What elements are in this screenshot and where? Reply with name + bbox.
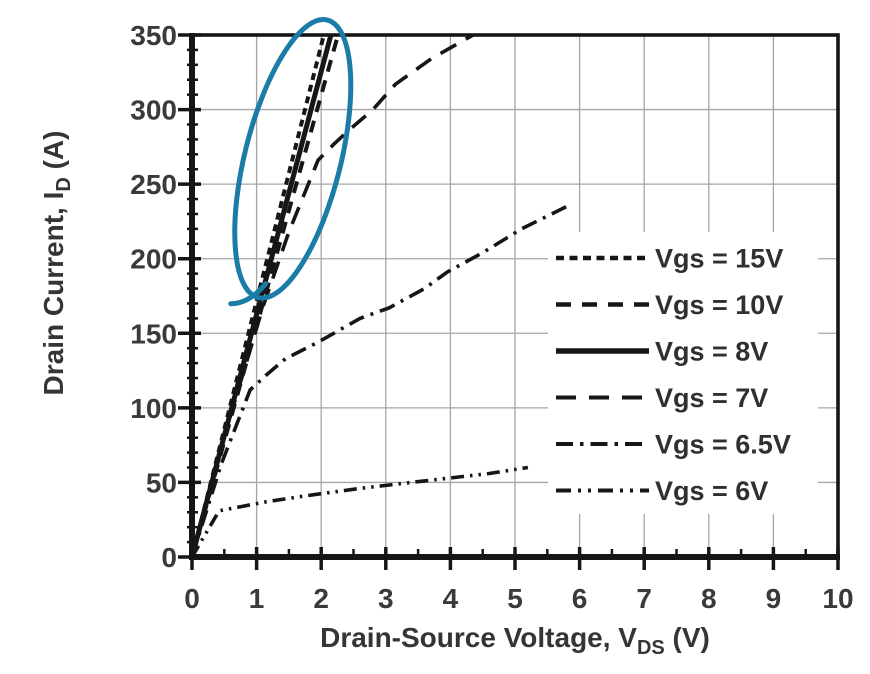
curves bbox=[191, 33, 568, 558]
x-tick-label: 4 bbox=[443, 583, 459, 614]
legend-label-vgs-6v: Vgs = 6V bbox=[655, 476, 768, 506]
x-tick-label: 0 bbox=[184, 583, 200, 614]
y-axis-title-subscript: D bbox=[53, 177, 75, 191]
curve-vgs-6-5v bbox=[191, 204, 568, 558]
x-axis-title-text: Drain-Source Voltage, V bbox=[320, 622, 637, 653]
axis-ticks bbox=[178, 33, 840, 570]
x-tick-label: 6 bbox=[572, 583, 588, 614]
legend: Vgs = 15V Vgs = 10V Vgs = 8V Vgs = 7V Vgs = … bbox=[548, 232, 818, 514]
legend-label-vgs-8v: Vgs = 8V bbox=[655, 337, 768, 367]
legend-label-vgs-6-5v: Vgs = 6.5V bbox=[655, 430, 791, 460]
y-tick-label: 50 bbox=[146, 467, 177, 498]
y-axis-title-text: Drain Current, I bbox=[38, 192, 69, 396]
y-tick-label: 350 bbox=[130, 20, 177, 51]
highlight-ellipse-annotation bbox=[228, 17, 354, 307]
legend-label-vgs-7v: Vgs = 7V bbox=[655, 383, 768, 413]
legend-label-vgs-15v: Vgs = 15V bbox=[655, 244, 783, 274]
x-tick-label: 7 bbox=[636, 583, 652, 614]
y-tick-label: 150 bbox=[130, 318, 177, 349]
legend-background bbox=[548, 232, 818, 514]
x-axis-title-unit: (V) bbox=[665, 622, 710, 653]
y-tick-label: 300 bbox=[130, 95, 177, 126]
y-tick-label: 200 bbox=[130, 244, 177, 275]
x-tick-label: 2 bbox=[313, 583, 329, 614]
curve-vgs-6v bbox=[191, 465, 529, 558]
x-tick-label: 5 bbox=[507, 583, 523, 614]
curves-clipped bbox=[191, 33, 568, 558]
highlight-ellipse-tail bbox=[228, 281, 269, 307]
x-tick-label: 10 bbox=[822, 583, 853, 614]
highlight-ellipse bbox=[232, 17, 354, 301]
y-tick-label: 100 bbox=[130, 393, 177, 424]
x-tick-label: 3 bbox=[378, 583, 394, 614]
y-axis-title-unit: (A) bbox=[38, 131, 69, 178]
y-axis-title: Drain Current, ID (A) bbox=[38, 131, 75, 396]
legend-label-vgs-10v: Vgs = 10V bbox=[655, 290, 783, 320]
y-tick-label: 0 bbox=[161, 542, 177, 573]
x-tick-label: 1 bbox=[249, 583, 265, 614]
curve-vgs-7v bbox=[191, 33, 474, 558]
x-tick-label: 9 bbox=[766, 583, 782, 614]
y-tick-label: 250 bbox=[130, 169, 177, 200]
x-axis-title-subscript: DS bbox=[637, 637, 665, 659]
x-axis-title: Drain-Source Voltage, VDS (V) bbox=[320, 622, 710, 659]
x-tick-label: 8 bbox=[701, 583, 717, 614]
